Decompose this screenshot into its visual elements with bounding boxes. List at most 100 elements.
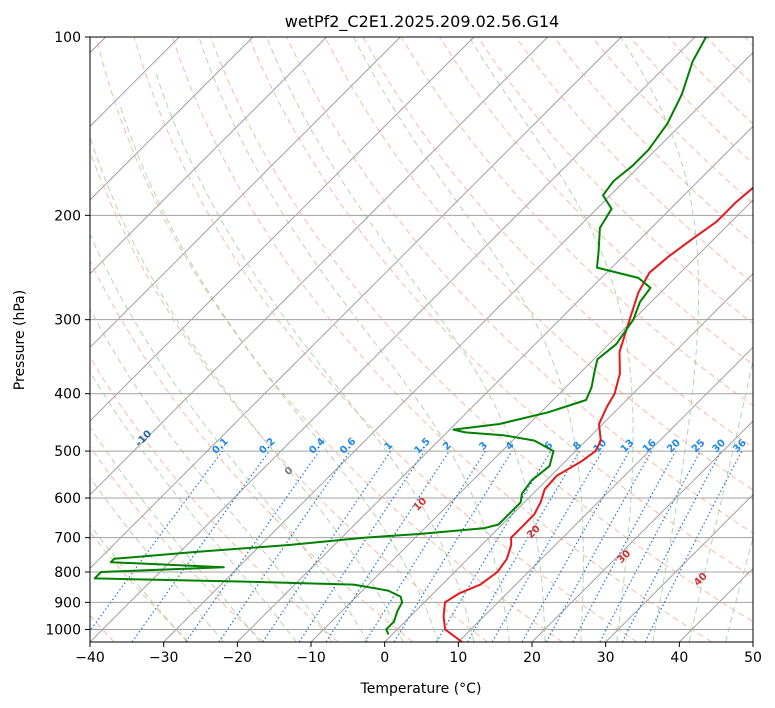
x-tick-label: 50 [744, 650, 762, 666]
moist-adiabat-line [198, 37, 510, 642]
moist-adiabat-label: 20 [525, 523, 543, 541]
dry-adiabat-label: -10 [134, 429, 155, 450]
moist-adiabat-line [155, 72, 475, 642]
moist-adiabat-line [468, 37, 634, 642]
y-axis-label: Pressure (hPa) [12, 290, 28, 390]
x-tick-label: −40 [75, 650, 105, 666]
temperature-profile [442, 186, 753, 642]
y-tick-label: 1000 [45, 622, 81, 638]
x-tick-label: −30 [149, 650, 179, 666]
mixing-ratio-line [572, 450, 677, 642]
profiles [93, 37, 753, 642]
moist-adiabat-line [90, 233, 369, 642]
isotherm-line [678, 567, 753, 642]
mixing-ratio-label: 13 [619, 437, 637, 455]
dry-adiabat-line [668, 37, 753, 125]
moist-adiabat-line [90, 524, 188, 642]
x-tick-label: 20 [523, 650, 541, 666]
axes: −40 −30 −20 −10 0 10 20 30 40 50 100 200 300 400 500 60… [45, 30, 762, 666]
dry-adiabat-line [133, 37, 638, 642]
y-tick-label: 200 [54, 208, 81, 224]
moist-adiabat-label: 0 [283, 465, 296, 478]
y-tick-label: 900 [54, 595, 81, 611]
moist-adiabat-label: 30 [615, 548, 633, 566]
moist-adiabat-line [725, 536, 753, 642]
isotherm-line [752, 641, 753, 642]
mixing-ratio-line [218, 450, 351, 642]
mixing-ratio-line [545, 450, 653, 642]
mixing-ratio-line [90, 450, 223, 632]
dry-adiabat-line [90, 150, 488, 642]
isotherm-line [384, 272, 753, 642]
x-tick-label: −20 [223, 650, 253, 666]
dry-adiabat-line [90, 445, 264, 642]
dry-adiabat-line [171, 37, 712, 642]
moist-adiabat-line [353, 37, 584, 642]
dry-adiabat-line [324, 37, 753, 491]
y-tick-label: 500 [54, 444, 81, 460]
mixing-ratio-line [364, 450, 486, 642]
dry-adiabat-line [706, 37, 753, 86]
isotherm-line [90, 37, 622, 570]
moist-adiabat-line [688, 358, 753, 642]
dry-adiabat-line [90, 531, 190, 642]
mixing-ratio-line [644, 450, 743, 642]
line-labels: 0.10.20.40.611.52346810131620253036-100-… [134, 429, 749, 589]
isotherm-line [531, 420, 753, 642]
mixing-ratio-line [298, 450, 425, 642]
isotherm-line [310, 199, 753, 642]
isotherm-line [90, 37, 549, 496]
y-tick-label: 600 [54, 491, 81, 507]
mixing-ratio-line [521, 450, 631, 642]
mixing-ratio-line [599, 450, 702, 642]
isotherm-line [457, 346, 753, 642]
isotherm-line [236, 125, 753, 642]
isotherm-line [163, 51, 753, 642]
x-tick-label: 30 [597, 650, 615, 666]
y-tick-label: 100 [54, 30, 81, 46]
dry-adiabat-line [90, 259, 414, 642]
x-axis-label: Temperature (°C) [360, 681, 482, 697]
isotherm-line [605, 493, 753, 642]
moist-adiabat-line [90, 426, 261, 642]
moist-adiabat-line [90, 135, 404, 642]
mixing-ratio-label: 0.2 [257, 436, 277, 456]
mixing-ratio-label: 16 [641, 437, 659, 455]
moist-adiabat-line [90, 476, 225, 642]
y-tick-label: 400 [54, 387, 81, 403]
dry-adiabat-line [90, 356, 339, 642]
isotherm-line [90, 37, 475, 422]
isotherm-line [90, 37, 328, 275]
moist-adiabat-line [620, 37, 700, 642]
mixing-ratio-line [131, 450, 270, 642]
dry-adiabat-line [210, 37, 753, 623]
x-tick-label: −10 [296, 650, 326, 666]
y-tick-label: 300 [54, 313, 81, 329]
moist-adiabat-line [90, 370, 297, 642]
x-tick-label: 40 [670, 650, 688, 666]
mixing-ratio-label: 1.5 [413, 436, 433, 456]
moist-adiabat-line [119, 104, 439, 642]
y-tick-label: 800 [54, 565, 81, 581]
y-tick-label: 700 [54, 531, 81, 547]
mixing-ratio-line [185, 450, 320, 642]
x-tick-label: 10 [449, 650, 467, 666]
dry-adiabat-line [515, 37, 753, 284]
mixing-ratio-line [393, 450, 513, 642]
mixing-ratio-label: 0.1 [211, 436, 231, 456]
dewpoint-profile [93, 37, 707, 635]
mixing-ratio-label: 0.4 [307, 436, 327, 456]
plot-frame [89, 36, 754, 643]
moist-adiabat-line [266, 37, 546, 642]
isotherm-line [90, 37, 696, 642]
dry-adiabat-line [286, 37, 753, 534]
chart-title: wetPf2_C2E1.2025.209.02.56.G14 [285, 12, 559, 32]
mixing-ratio-label: 0.6 [338, 436, 358, 456]
moist-adiabat-label: 40 [692, 571, 710, 589]
mixing-ratio-line [262, 450, 392, 642]
mixing-ratio-line [325, 450, 450, 642]
mixing-ratio-label: 30 [710, 437, 728, 455]
dry-adiabat-line [248, 37, 753, 578]
dry-adiabat-line [95, 37, 563, 642]
